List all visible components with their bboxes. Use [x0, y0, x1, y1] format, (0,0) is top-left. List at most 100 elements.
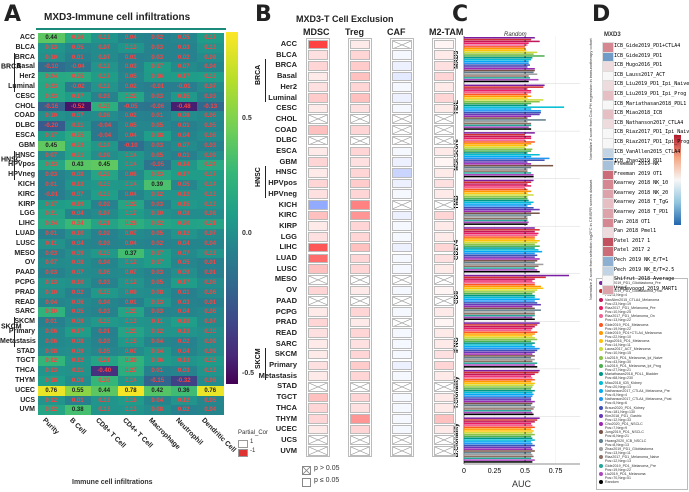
panel-c-bar: [464, 141, 535, 143]
panel-a-cell: 0.13: [117, 317, 144, 327]
panel-c-legend-sub: Pos=68,Neg=230: [605, 376, 633, 381]
panel-a-cell: 0.18: [170, 317, 197, 327]
panel-a-cell: 0.14: [91, 140, 118, 151]
panel-b-cell: [308, 253, 328, 264]
panel-a-cell: -0.48: [170, 101, 197, 112]
panel-a-cell: 0.04: [91, 258, 118, 269]
panel-a-cell: 0.05: [117, 72, 144, 82]
panel-c-bar: [464, 309, 541, 311]
panel-a-cell: 0.17: [144, 248, 171, 259]
panel-b-cell: [308, 39, 328, 50]
panel-c-bar: [464, 126, 529, 128]
panel-c-legend-swatch: [599, 405, 603, 410]
panel-a-row-label: LUSC: [15, 239, 35, 247]
panel-b-row-label: KICH: [278, 199, 297, 209]
panel-c-bar: [464, 203, 532, 205]
panel-c-legend-text: Miao2018_ICB_Kidney: [605, 380, 642, 385]
panel-a-cell: 0.20: [170, 219, 197, 229]
panel-c-bar: [464, 44, 528, 46]
panel-c-bar: [464, 110, 541, 112]
panel-a-colorbar-tick-low: -0.5: [242, 370, 255, 377]
panel-a-cell: 0.21: [117, 327, 144, 337]
panel-b-cell: [434, 135, 454, 146]
panel-b-cell: [350, 435, 370, 446]
panel-b-cell: [350, 103, 370, 114]
panel-a-colorbar-tick-high: 0.5: [242, 115, 252, 122]
panel-a-cell: 0.10: [38, 111, 65, 122]
panel-a-row-label: SKCM: [14, 318, 35, 326]
panel-c-bar: [464, 388, 532, 390]
panel-d-colorbar: [674, 135, 681, 225]
panel-c-bar: [464, 384, 534, 386]
panel-c-bar: [464, 247, 535, 249]
panel-a-cell: -0.05: [117, 101, 144, 112]
panel-c-bar: [464, 194, 534, 196]
panel-b-cell: [350, 264, 370, 274]
panel-c-bar: [464, 455, 534, 458]
panel-a-cell: 0.13: [117, 405, 144, 416]
panel-b-cell: [350, 50, 370, 60]
panel-a-cell: 0.38: [64, 405, 91, 416]
panel-b-cell: [308, 125, 328, 135]
panel-b-cell: [434, 414, 454, 424]
panel-c-bar: [464, 364, 535, 366]
panel-a-cell: 0.08: [170, 111, 197, 122]
panel-a-cell: 0.14: [117, 150, 144, 161]
panel-c-bar: [464, 459, 535, 461]
panel-c-legend-item: Gide2019_PD1_Melanoma Pos=19,Neg=22: [599, 323, 648, 331]
panel-a-cell: 0.01: [144, 366, 171, 376]
panel-c-legend-text: Liu2019_PD1_Melanoma_Ipi_Naive: [605, 355, 663, 360]
panel-a-row-label: HPVneg: [8, 171, 35, 179]
panel-c-bar: [464, 67, 535, 70]
panel-a-cell: 0.33: [91, 376, 118, 386]
panel-c-bar: [464, 73, 538, 75]
panel-c-group-label: TIDE: [453, 99, 460, 114]
panel-c-bar: [464, 217, 528, 220]
panel-c-legend-swatch: [599, 413, 603, 418]
panel-b-cell: [308, 114, 328, 125]
panel-b-group-bracket: [265, 59, 266, 103]
panel-c-bar: [464, 342, 535, 344]
panel-a-row-label: UCS: [20, 396, 35, 404]
panel-a-cell: 0.12: [144, 327, 171, 337]
panel-c-legend-swatch: [599, 463, 603, 468]
panel-c-bar: [464, 406, 535, 408]
panel-d-row-label: ICB_Gide2019_PD1+CTLA4: [614, 43, 681, 49]
panel-c-bar: [464, 316, 533, 319]
panel-d-row-label: Shifrut 2018 Average: [614, 276, 675, 283]
panel-c-xtick: 0: [462, 468, 466, 475]
panel-c-bar: [464, 91, 532, 94]
panel-c-legend-sub: Pos=12,Neg=33: [605, 417, 631, 422]
panel-b-cell: [434, 93, 454, 103]
panel-b-cell: [434, 296, 454, 306]
panel-b-cell: [350, 446, 370, 456]
panel-c-xtick: 0.25: [488, 468, 502, 475]
panel-a-cell: 0.03: [197, 91, 224, 102]
panel-c-bar: [464, 437, 533, 440]
panel-c-bar: [464, 230, 535, 233]
panel-c-legend-item: Random: [599, 480, 619, 485]
panel-b-column-frame: [348, 38, 372, 458]
panel-a-cell: -0.02: [64, 82, 91, 92]
panel-b-cell: [350, 285, 370, 296]
panel-a-cell: -0.06: [144, 101, 171, 112]
panel-b-cell: [434, 435, 454, 446]
panel-c-legend-text: Mariathasan2018_PDL1_Bladder: [605, 372, 659, 377]
panel-c-bar: [464, 179, 534, 182]
panel-c-bar: [464, 53, 534, 55]
panel-a-cell: 0.04: [170, 131, 197, 141]
panel-a-cell: 0.07: [197, 317, 224, 327]
panel-b-cell: [350, 414, 370, 424]
panel-c-bar: [464, 430, 534, 432]
panel-b-group-label: SKCM: [255, 348, 262, 369]
panel-b-cell: [392, 178, 412, 189]
panel-d-row-label: Pan 2018 OT1: [614, 218, 651, 225]
panel-a-cell: 0.05: [170, 33, 197, 43]
panel-c-bar: [464, 69, 535, 72]
panel-c-legend-sub: Pos=19,Neg=22: [605, 467, 631, 472]
panel-a-cell: -0.01: [144, 82, 171, 92]
panel-a-cell: 0.18: [38, 376, 65, 386]
panel-c-bar: [464, 285, 541, 288]
panel-d-row-label: ICB_VanAllen2015_CTLA4: [614, 148, 681, 155]
panel-a-cell: 0.15: [91, 287, 118, 298]
